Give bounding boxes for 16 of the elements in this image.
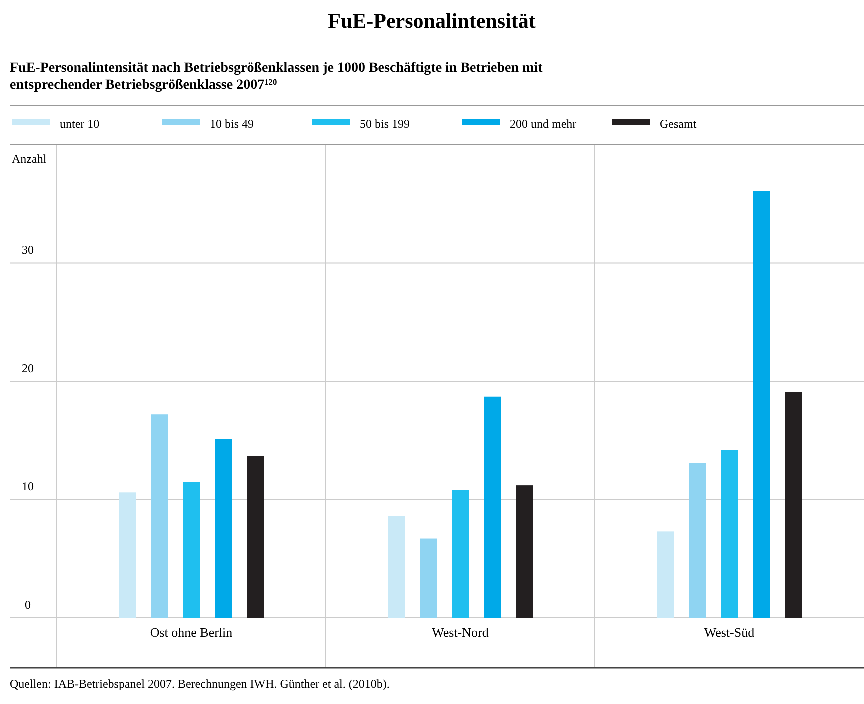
- y-tick-label: 30: [22, 243, 34, 257]
- chart-title: FuE-Personalintensität: [328, 9, 536, 33]
- y-axis-title: Anzahl: [12, 152, 48, 166]
- legend-label: 50 bis 199: [360, 116, 410, 131]
- y-tick-label: 10: [22, 480, 34, 494]
- y-tick-label: 0: [25, 598, 31, 612]
- y-tick-label: 20: [22, 361, 34, 376]
- x-tick-label: West-Nord: [432, 624, 490, 640]
- source-note: Quellen: IAB-Betriebspanel 2007. Berechnungen IWH. Günther et al. (2010b).: [10, 677, 390, 691]
- x-tick-label: Ost ohne Berlin: [150, 624, 234, 640]
- legend-label: Gesamt: [660, 116, 698, 131]
- chart-subtitle: FuE-Personalintensität nach Betriebsgrößenklassen je 1000 Beschäftigte in Betrieben mit entsprechender Betriebsgrößenklasse 2007$^{120}$: [10, 61, 544, 93]
- legend-label: 10 bis 49: [210, 116, 254, 131]
- legend-label: unter 10: [60, 116, 100, 131]
- x-tick-label: West-Süd: [704, 624, 756, 640]
- legend-label: 200 und mehr: [510, 116, 577, 131]
